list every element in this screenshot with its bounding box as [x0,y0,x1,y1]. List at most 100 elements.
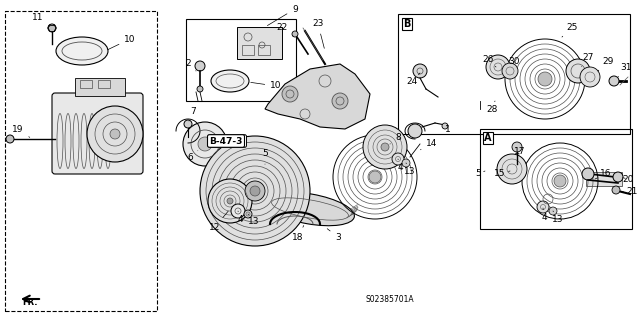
Text: 1: 1 [445,124,451,133]
Bar [75,78,125,96]
Text: 21: 21 [622,187,637,196]
Text: 7: 7 [189,107,196,121]
Text: 26: 26 [483,55,496,67]
Text: 19: 19 [12,124,29,137]
Text: 13: 13 [552,211,564,224]
Circle shape [87,106,143,162]
FancyBboxPatch shape [52,93,143,174]
Bar [242,45,254,55]
Text: 23: 23 [312,19,324,48]
Circle shape [537,201,549,213]
Bar [186,19,296,101]
Circle shape [613,172,623,182]
Circle shape [582,168,594,180]
Text: B-47-3: B-47-3 [209,137,243,145]
Polygon shape [265,64,370,129]
Bar [586,172,622,186]
Text: 27: 27 [582,53,594,67]
Bar [258,45,270,55]
Text: 10: 10 [251,81,282,91]
Circle shape [244,210,252,218]
Text: 28: 28 [486,101,498,114]
Text: 30: 30 [508,56,520,65]
Circle shape [231,204,245,218]
Ellipse shape [211,70,249,92]
Text: 11: 11 [32,12,50,26]
Circle shape [6,135,14,143]
Circle shape [369,171,381,183]
Ellipse shape [56,37,108,65]
Circle shape [332,93,348,109]
Text: 9: 9 [268,4,298,26]
Text: 8: 8 [390,132,401,144]
Circle shape [208,179,252,223]
Text: 5: 5 [262,150,268,164]
Circle shape [363,125,407,169]
Text: 17: 17 [515,146,525,155]
Circle shape [381,143,389,151]
Bar [80,80,92,88]
Circle shape [549,207,557,215]
Circle shape [554,175,566,187]
Circle shape [392,153,404,165]
Circle shape [282,86,298,102]
Circle shape [250,186,260,196]
Circle shape [408,124,422,138]
Circle shape [48,24,56,32]
Circle shape [580,67,600,87]
Ellipse shape [266,192,355,226]
Circle shape [497,154,527,184]
Circle shape [538,72,552,86]
Circle shape [227,198,233,204]
Text: 13: 13 [404,163,416,175]
Text: 25: 25 [562,23,578,37]
Text: 3: 3 [327,229,341,241]
Text: 20: 20 [622,174,634,183]
Circle shape [502,63,518,79]
Text: 15: 15 [494,169,510,179]
Text: A: A [484,133,492,143]
Text: 12: 12 [209,211,228,232]
Text: 4: 4 [237,211,243,224]
Circle shape [195,61,205,71]
Bar [480,129,632,229]
Text: 16: 16 [595,169,612,179]
Circle shape [198,137,212,151]
Circle shape [110,129,120,139]
Text: 4: 4 [397,159,403,172]
Bar [237,27,282,59]
Circle shape [609,76,619,86]
Text: 13: 13 [248,214,260,226]
Text: 14: 14 [420,139,438,150]
Circle shape [566,59,590,83]
Circle shape [413,64,427,78]
Text: 29: 29 [598,56,614,71]
Text: B: B [403,19,410,29]
Bar [98,80,110,88]
Circle shape [245,181,265,201]
Text: FR.: FR. [22,298,38,307]
Circle shape [512,142,522,152]
Text: S02385701A: S02385701A [365,295,414,304]
Circle shape [183,122,227,166]
Circle shape [402,159,410,167]
Text: 5: 5 [475,169,485,179]
Text: 6: 6 [187,151,198,161]
Text: 10: 10 [108,34,136,50]
Circle shape [184,120,192,128]
Bar [398,14,630,134]
Text: 18: 18 [292,226,304,241]
Text: B-47-3: B-47-3 [211,137,244,145]
Text: 4: 4 [541,208,547,221]
Circle shape [197,86,203,92]
Text: 24: 24 [406,73,420,86]
Circle shape [200,136,310,246]
Bar [5,11,157,311]
Circle shape [442,123,448,129]
Circle shape [486,55,510,79]
Text: 31: 31 [618,63,632,77]
Circle shape [612,186,620,194]
Circle shape [292,31,298,37]
Text: 22: 22 [276,23,293,36]
Text: 2: 2 [185,60,196,71]
